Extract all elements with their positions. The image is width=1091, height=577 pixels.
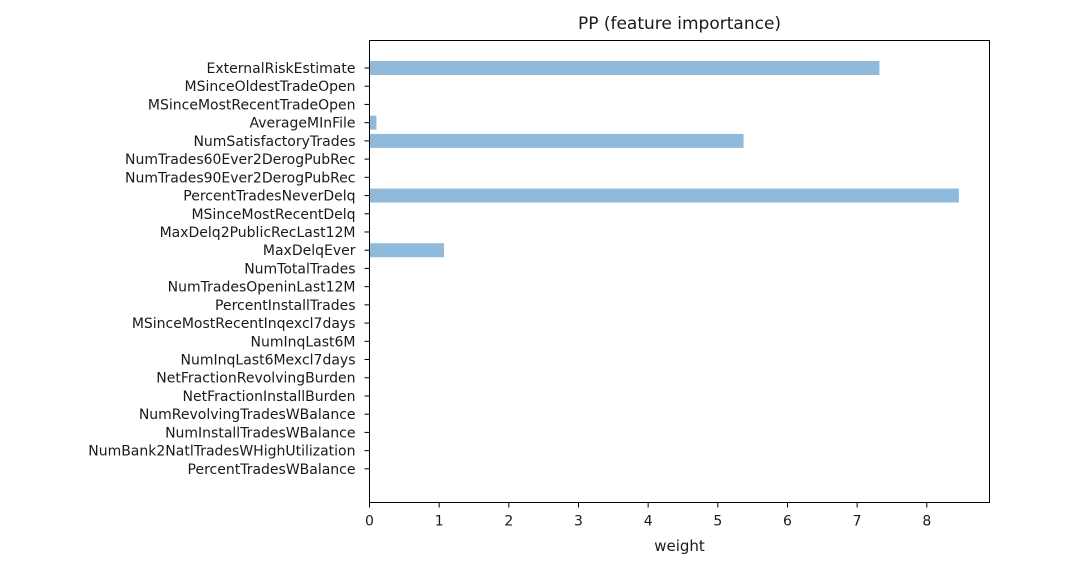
y-tick-label: NetFractionRevolvingBurden [156,371,355,387]
y-tick-label: MSinceMostRecentDelq [191,207,355,223]
y-tick-label: NumSatisfactoryTrades [193,134,355,150]
y-tick-label: PercentInstallTrades [215,298,355,314]
y-tick-label: NumRevolvingTradesWBalance [139,407,356,423]
plot-frame [369,40,990,503]
y-tick-label: PercentTradesNeverDelq [183,189,355,205]
bar [369,188,959,203]
y-tick-label: NetFractionInstallBurden [183,389,356,405]
y-tick-label: NumInstallTradesWBalance [165,425,355,441]
x-tick-label: 4 [644,514,653,530]
x-axis-label: weight [654,537,705,555]
x-tick-label: 1 [435,514,444,530]
chart-title: PP (feature importance) [578,14,781,34]
y-tick-label: MSinceOldestTradeOpen [185,79,356,95]
y-tick-label: NumTotalTrades [244,261,355,277]
x-tick-label: 5 [713,514,722,530]
y-tick-label: AverageMInFile [250,116,356,132]
y-tick-label: MSinceMostRecentInqexcl7days [132,316,356,332]
x-tick-label: 8 [922,514,931,530]
bar [369,133,744,148]
y-tick-label: NumInqLast6M [250,334,355,350]
bars-layer [369,61,959,258]
y-tick-label: MaxDelqEver [263,243,356,259]
y-tick-label: NumTrades90Ever2DerogPubRec [125,170,356,186]
y-tick-label: MaxDelq2PublicRecLast12M [160,225,356,241]
bar [369,243,445,258]
y-tick-label: NumTrades60Ever2DerogPubRec [125,152,356,168]
y-tick-label: PercentTradesWBalance [188,462,356,478]
y-tick-label: NumInqLast6Mexcl7days [181,353,356,369]
bar [369,115,377,130]
y-tick-label: NumBank2NatlTradesWHighUtilization [88,444,355,460]
x-tick-label: 6 [783,514,792,530]
x-tick-label: 0 [365,514,374,530]
x-tick-label: 2 [504,514,513,530]
y-tick-label: NumTradesOpeninLast12M [168,280,356,296]
x-tick-label: 3 [574,514,583,530]
y-axis-ticks: ExternalRiskEstimate MSinceOldestTradeOpe… [88,61,370,478]
y-tick-label: MSinceMostRecentTradeOpen [148,97,356,113]
x-axis-ticks: 0 1 2 3 4 5 6 7 8 [365,502,931,530]
y-tick-label: ExternalRiskEstimate [207,61,356,77]
bar [369,61,880,75]
x-tick-label: 7 [853,514,862,530]
